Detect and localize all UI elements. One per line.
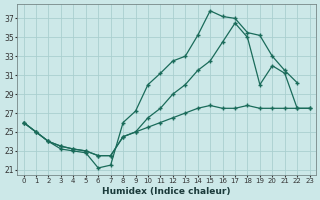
X-axis label: Humidex (Indice chaleur): Humidex (Indice chaleur) [102, 187, 231, 196]
